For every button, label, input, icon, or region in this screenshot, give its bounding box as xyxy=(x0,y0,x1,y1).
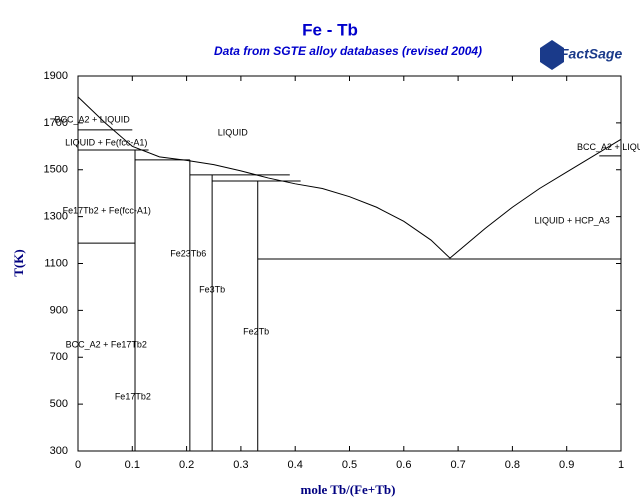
x-axis-label: mole Tb/(Fe+Tb) xyxy=(301,482,396,497)
x-tick-label: 0 xyxy=(75,459,81,471)
x-tick-label: 1 xyxy=(618,459,624,471)
y-axis-label: T(K) xyxy=(11,249,26,276)
x-tick-label: 0.6 xyxy=(396,459,411,471)
region-label: LIQUID + HCP_A3 xyxy=(534,215,609,225)
region-label: Fe23Tb6 xyxy=(170,248,206,258)
x-tick-label: 0.1 xyxy=(125,459,140,471)
region-label: Fe3Tb xyxy=(199,284,225,294)
region-label: Fe17Tb2 xyxy=(115,391,151,401)
region-label: LIQUID xyxy=(218,127,249,137)
plot-frame xyxy=(77,75,622,452)
logo-badge xyxy=(540,40,564,70)
region-label: BCC_A2 + LIQU xyxy=(577,142,640,152)
y-tick-label: 900 xyxy=(50,304,68,316)
y-tick-label: 1500 xyxy=(44,164,68,176)
region-label: Fe2Tb xyxy=(243,326,269,336)
y-tick-label: 300 xyxy=(50,445,68,457)
y-tick-label: 1900 xyxy=(44,70,68,82)
y-tick-label: 1700 xyxy=(44,117,68,129)
y-tick-label: 700 xyxy=(50,351,68,363)
x-tick-label: 0.4 xyxy=(288,459,303,471)
region-label: BCC_A2 + Fe17Tb2 xyxy=(66,339,147,349)
y-tick-label: 1300 xyxy=(44,211,68,223)
x-tick-label: 0.5 xyxy=(342,459,357,471)
region-label: BCC_A2 + LIQUID xyxy=(54,114,130,124)
x-tick-label: 0.8 xyxy=(505,459,520,471)
y-tick-label: 500 xyxy=(50,398,68,410)
region-label: Fe17Tb2 + Fe(fcc-A1) xyxy=(63,205,151,215)
x-tick-label: 0.2 xyxy=(179,459,194,471)
y-tick-label: 1100 xyxy=(44,257,68,269)
x-tick-label: 0.3 xyxy=(233,459,248,471)
logo: FactSage xyxy=(540,40,622,70)
phase-boundary xyxy=(77,96,622,259)
x-tick-label: 0.7 xyxy=(450,459,465,471)
x-tick-label: 0.9 xyxy=(559,459,574,471)
logo-text: FactSage xyxy=(560,46,622,62)
region-label: LIQUID + Fe(fcc-A1) xyxy=(65,137,147,147)
chart-subtitle: Data from SGTE alloy databases (revised … xyxy=(214,44,482,58)
chart-title: Fe - Tb xyxy=(302,20,358,39)
